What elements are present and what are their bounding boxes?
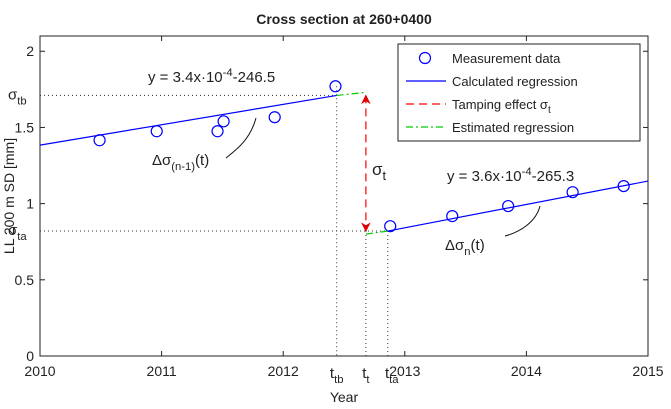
data-point bbox=[502, 199, 515, 213]
annotation-sub: n bbox=[464, 246, 470, 258]
legend-label-main: Estimated regression bbox=[452, 120, 574, 135]
annotation-tail: (t) bbox=[195, 152, 209, 169]
legend-label-main: Calculated regression bbox=[452, 74, 578, 89]
data-point bbox=[617, 179, 630, 193]
annotation: y = 3.6x·10-4-265.3 bbox=[447, 166, 574, 185]
y-mark-label: σtb bbox=[8, 86, 27, 107]
legend-label: Tamping effect σt bbox=[452, 97, 551, 116]
regression-line bbox=[39, 94, 649, 232]
legend: Measurement data Calculated regression Tam… bbox=[397, 43, 641, 142]
legend-label: Measurement data bbox=[452, 51, 561, 66]
data-point bbox=[566, 186, 579, 199]
x-tick-label: 2015 bbox=[632, 363, 663, 379]
y-tick-label: 1.5 bbox=[15, 119, 35, 135]
annotation-main: Δσ bbox=[152, 152, 172, 169]
y-mark-label: σta bbox=[8, 222, 27, 243]
y-mark-label-main: σ bbox=[8, 222, 18, 239]
annotation-main: σ bbox=[372, 160, 383, 179]
legend-label-sub: t bbox=[548, 105, 551, 116]
annotation-main: y = 3.4x·10 bbox=[148, 69, 223, 86]
data-point bbox=[268, 111, 281, 124]
x-mark-label: tt bbox=[362, 365, 370, 386]
legend-label-main: Tamping effect σ bbox=[452, 97, 548, 112]
legend-label: Calculated regression bbox=[452, 74, 578, 89]
x-tick-label: 2011 bbox=[147, 363, 177, 379]
y-mark-label-sub: tb bbox=[17, 95, 26, 107]
regression-line bbox=[336, 91, 388, 235]
legend-label: Estimated regression bbox=[452, 120, 574, 135]
y-tick-label: 1 bbox=[26, 196, 34, 212]
x-mark-label-sub: t bbox=[366, 374, 370, 386]
connector bbox=[225, 117, 257, 159]
annotation-tail: -265.3 bbox=[532, 168, 575, 185]
annotation-sub: t bbox=[383, 168, 387, 183]
x-mark-label-main: t bbox=[330, 365, 335, 382]
x-axis-label: Year bbox=[330, 389, 359, 405]
legend-swatch bbox=[418, 51, 432, 65]
annotation-main: Δσ bbox=[445, 237, 465, 254]
annotation-main: y = 3.6x·10 bbox=[447, 168, 522, 185]
x-tick-label: 2014 bbox=[511, 363, 542, 379]
x-tick-label: 2013 bbox=[389, 363, 420, 379]
connector bbox=[504, 205, 541, 237]
x-mark-label-main: t bbox=[385, 365, 390, 382]
x-mark-label: tta bbox=[385, 365, 399, 386]
x-mark-label-main: t bbox=[362, 365, 367, 382]
annotation: Δσ(n-1)(t) bbox=[152, 152, 209, 173]
annotation-tail: (t) bbox=[471, 237, 485, 254]
x-tick-label: 2010 bbox=[24, 363, 55, 379]
x-mark-label: ttb bbox=[330, 365, 344, 386]
plot-frame bbox=[39, 35, 649, 357]
x-mark-label-sub: tb bbox=[334, 374, 343, 386]
annotation: σt bbox=[372, 160, 387, 183]
data-point bbox=[150, 125, 163, 138]
data-point bbox=[211, 125, 224, 138]
x-tick-label: 2012 bbox=[268, 363, 299, 379]
data-point bbox=[446, 210, 459, 223]
annotation-sup: -4 bbox=[522, 166, 532, 178]
data-point bbox=[384, 220, 397, 233]
y-tick-label: 0.5 bbox=[15, 272, 35, 288]
data-point bbox=[329, 80, 342, 93]
chart-title: Cross section at 260+0400 bbox=[256, 11, 432, 27]
annotation: y = 3.4x·10-4-246.5 bbox=[148, 67, 275, 86]
y-tick-label: 2 bbox=[26, 43, 34, 59]
y-axis-label: LL 200 m SD [mm] bbox=[1, 138, 17, 254]
annotation-sub: (n-1) bbox=[171, 161, 195, 173]
y-mark-label-main: σ bbox=[8, 86, 18, 103]
annotation: Δσn(t) bbox=[445, 237, 485, 258]
annotation-tail: -246.5 bbox=[233, 69, 276, 86]
data-point bbox=[217, 115, 230, 128]
y-tick-label: 0 bbox=[26, 348, 34, 364]
x-mark-label-sub: ta bbox=[389, 374, 399, 386]
legend-label-main: Measurement data bbox=[452, 51, 561, 66]
legend-box bbox=[397, 43, 641, 142]
y-mark-label-sub: ta bbox=[17, 231, 27, 243]
annotation-sup: -4 bbox=[223, 67, 233, 79]
